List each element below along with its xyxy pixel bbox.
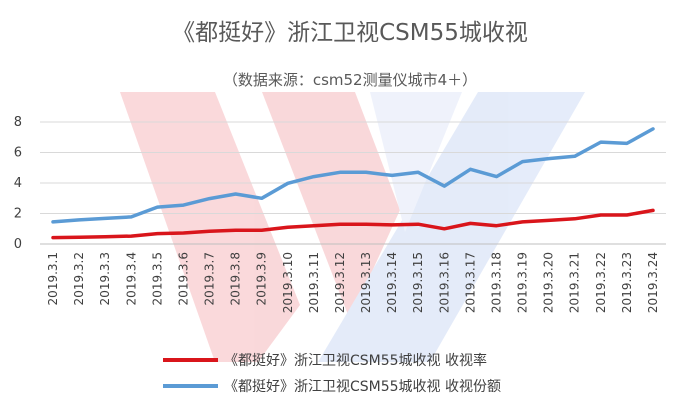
x-tick-label: 2019.3.5 bbox=[150, 252, 164, 305]
x-tick-label: 2019.3.4 bbox=[124, 252, 138, 305]
y-tick-label: 2 bbox=[14, 207, 22, 222]
x-tick-label: 2019.3.12 bbox=[333, 252, 347, 313]
legend-label-rating: 《都挺好》浙江卫视CSM55城收视 收视率 bbox=[224, 352, 487, 369]
watermark-logo bbox=[120, 92, 585, 362]
y-tick-label: 0 bbox=[14, 237, 22, 252]
x-tick-label: 2019.3.22 bbox=[594, 252, 608, 313]
x-tick-label: 2019.3.18 bbox=[489, 252, 503, 313]
x-tick-label: 2019.3.1 bbox=[46, 252, 60, 305]
x-tick-label: 2019.3.19 bbox=[516, 252, 530, 313]
chart-subtitle: （数据来源：csm52测量仪城市4＋） bbox=[223, 71, 477, 89]
series-line-rating bbox=[51, 208, 655, 240]
x-tick-label: 2019.3.16 bbox=[437, 252, 451, 313]
x-tick-label: 2019.3.6 bbox=[176, 252, 190, 305]
legend: 《都挺好》浙江卫视CSM55城收视 收视率 《都挺好》浙江卫视CSM55城收视 … bbox=[163, 352, 501, 395]
x-tick-label: 2019.3.11 bbox=[307, 252, 321, 313]
x-tick-label: 2019.3.2 bbox=[72, 252, 86, 305]
series-line-share bbox=[51, 127, 655, 224]
series-lines bbox=[51, 127, 655, 240]
y-tick-label: 4 bbox=[14, 176, 22, 191]
y-tick-label: 8 bbox=[14, 115, 22, 130]
x-tick-label: 2019.3.24 bbox=[646, 252, 660, 313]
x-axis-ticks: 2019.3.1 2019.3.2 2019.3.3 2019.3.4 2019.3.5… bbox=[46, 252, 660, 313]
y-axis-ticks: 0 2 4 6 8 bbox=[14, 115, 22, 252]
x-tick-label: 2019.3.21 bbox=[568, 252, 582, 313]
x-tick-label: 2019.3.3 bbox=[98, 252, 112, 305]
x-tick-label: 2019.3.9 bbox=[255, 252, 269, 305]
legend-label-share: 《都挺好》浙江卫视CSM55城收视 收视份额 bbox=[224, 379, 501, 395]
y-tick-label: 6 bbox=[14, 146, 22, 161]
x-tick-label: 2019.3.13 bbox=[359, 252, 373, 313]
x-tick-label: 2019.3.10 bbox=[281, 252, 295, 313]
x-tick-label: 2019.3.14 bbox=[385, 252, 399, 313]
x-tick-label: 2019.3.15 bbox=[411, 252, 425, 313]
x-tick-label: 2019.3.23 bbox=[620, 252, 634, 313]
x-tick-label: 2019.3.8 bbox=[229, 252, 243, 305]
x-tick-label: 2019.3.17 bbox=[463, 252, 477, 313]
x-tick-label: 2019.3.20 bbox=[542, 252, 556, 313]
chart-title: 《都挺好》浙江卫视CSM55城收视 bbox=[172, 20, 528, 46]
x-tick-label: 2019.3.7 bbox=[203, 252, 217, 305]
